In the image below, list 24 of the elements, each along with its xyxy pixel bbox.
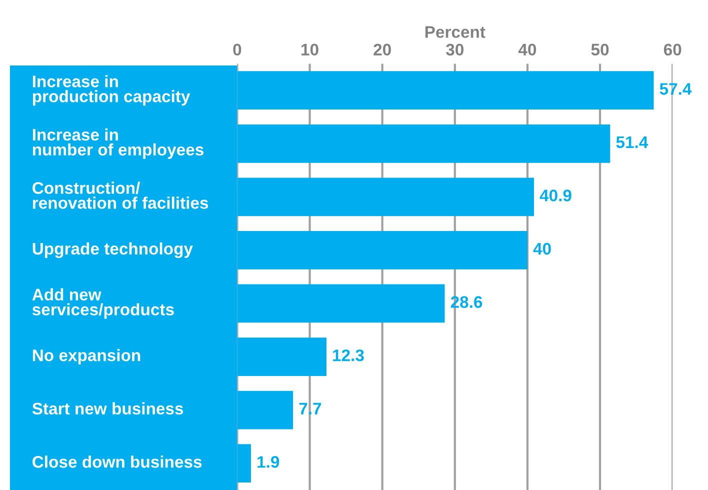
y-tick-label: Increase in production capacity bbox=[32, 75, 190, 106]
data-label: 40 bbox=[533, 242, 551, 255]
x-tick-label: 20 bbox=[374, 44, 391, 56]
data-label: 7.7 bbox=[299, 402, 322, 414]
y-tick-label: No expansion bbox=[32, 349, 140, 365]
data-label: 57.4 bbox=[660, 83, 692, 95]
x-axis-title: Percent bbox=[425, 26, 486, 38]
x-tick-label: 10 bbox=[302, 44, 318, 56]
y-tick-label: Close down business bbox=[32, 456, 202, 468]
y-tick-label: Construction/ renovation of facilities bbox=[32, 182, 208, 209]
y-tick-label: Add new services/products bbox=[32, 288, 174, 319]
y-tick-label: Increase in number of employees bbox=[32, 128, 204, 159]
x-tick-label: 30 bbox=[446, 44, 464, 56]
y-tick-label: Upgrade technology bbox=[32, 242, 193, 258]
x-tick-label: 60 bbox=[664, 44, 682, 56]
data-label: 1.9 bbox=[258, 456, 280, 468]
data-label: 28.6 bbox=[450, 296, 482, 308]
data-label: 40.9 bbox=[540, 190, 572, 202]
x-tick-label: 50 bbox=[591, 44, 609, 56]
data-label: 12.3 bbox=[333, 349, 364, 362]
y-tick-label: Start new business bbox=[32, 402, 184, 415]
x-tick-label: 40 bbox=[518, 44, 536, 56]
data-label: 51.4 bbox=[616, 136, 648, 148]
x-tick-label: 0 bbox=[233, 44, 242, 56]
